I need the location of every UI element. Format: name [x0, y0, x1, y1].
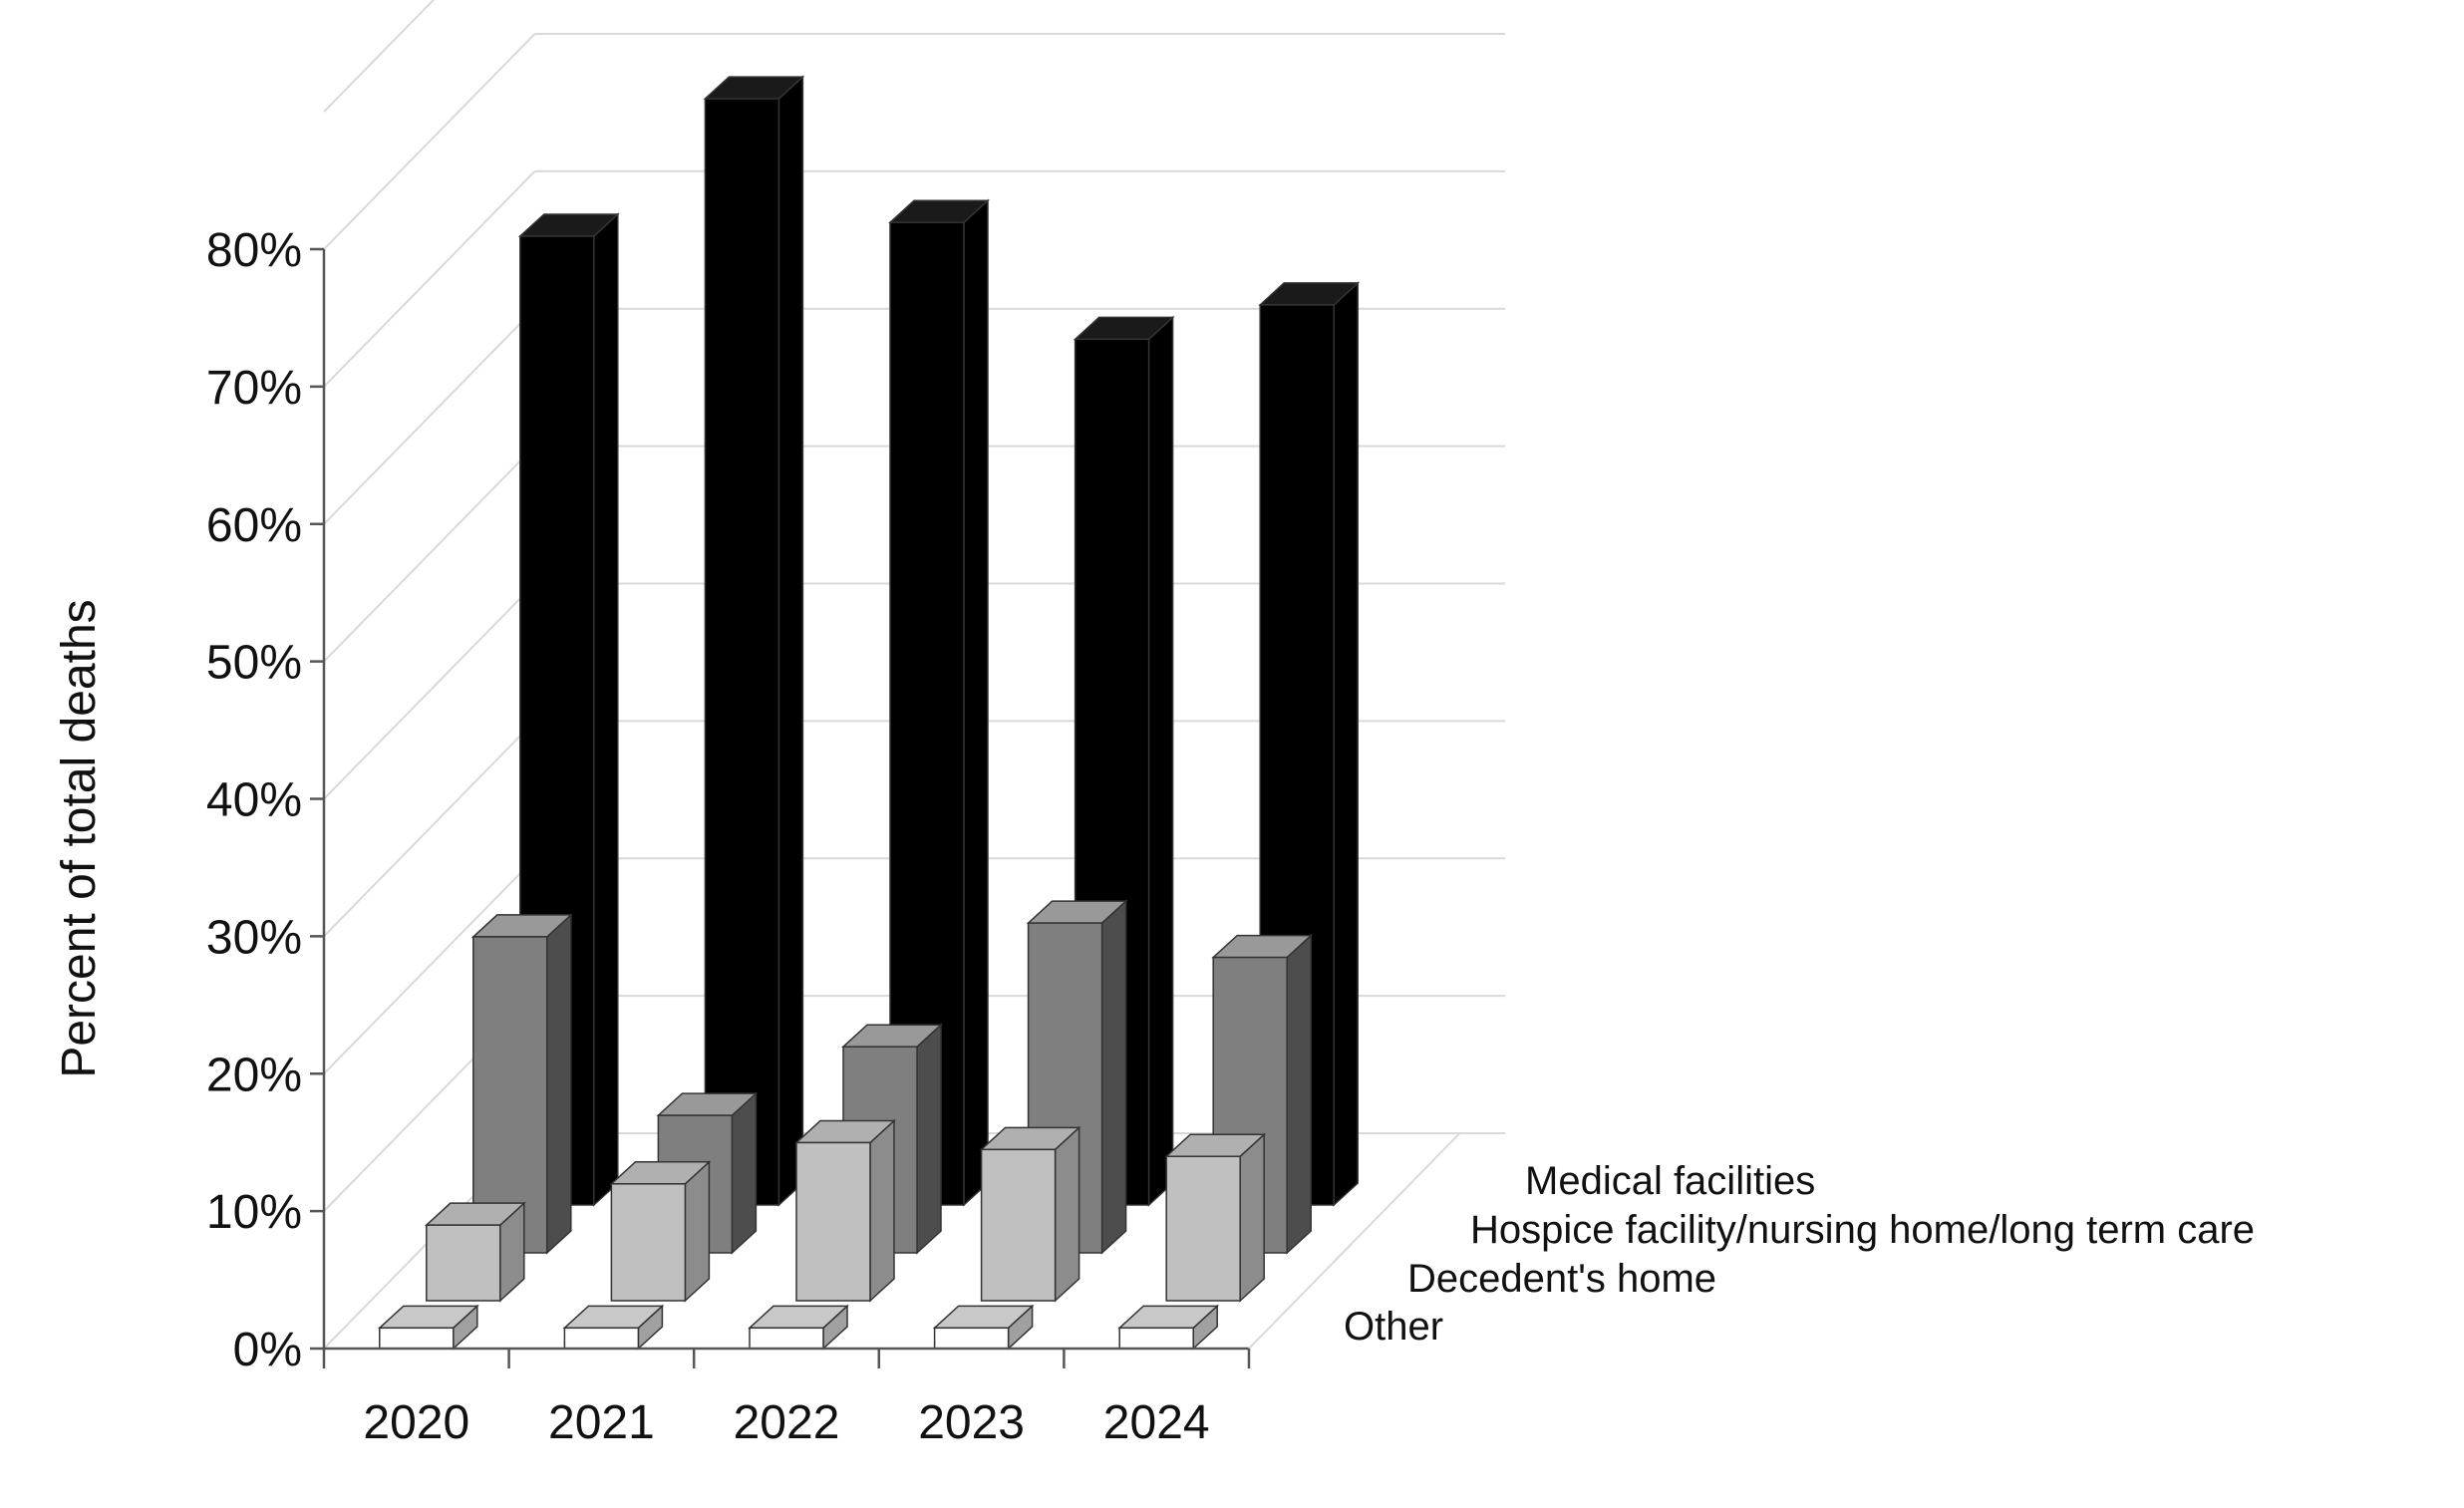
- bar-front-face: [610, 1183, 687, 1302]
- y-tick-label: 40%: [206, 774, 302, 827]
- bar-side-face: [1147, 315, 1174, 1207]
- bar-side-face: [593, 212, 619, 1207]
- side-wall-gridline: [323, 445, 536, 663]
- axes-group: [310, 247, 1461, 1368]
- bar-front-face: [426, 1224, 501, 1302]
- bar-front-face: [1118, 1327, 1194, 1350]
- bar-front-face: [563, 1327, 640, 1350]
- bar-other-2024: [1117, 1304, 1220, 1351]
- bars-group: [377, 75, 1361, 1351]
- bar-decedent-s-home-2020: [424, 1201, 526, 1303]
- bar-side-face: [869, 1118, 895, 1303]
- bar-decedent-s-home-2023: [979, 1125, 1081, 1303]
- labels-group: 0% 10% 20% 30% 40% 50% 60% 70% 80% 2020 2021 2022 20…: [53, 224, 2255, 1449]
- side-wall-gridline: [323, 308, 536, 525]
- bar-front-face: [1165, 1155, 1241, 1302]
- bar-side-face: [1239, 1132, 1265, 1303]
- bar-side-face: [1333, 281, 1359, 1207]
- y-tick-label: 20%: [206, 1049, 302, 1101]
- bar-hospice-facility-nursing-home-long-term-care-2020: [470, 913, 573, 1255]
- side-wall-gridline: [323, 857, 536, 1074]
- side-wall-top-edge: [323, 0, 436, 113]
- x-tick-label: 2022: [734, 1396, 840, 1449]
- bar-front-face: [379, 1327, 455, 1350]
- series-label: Other: [1344, 1305, 1443, 1349]
- bar-front-face: [933, 1327, 1010, 1350]
- bar-front-face: [472, 936, 548, 1254]
- bar-decedent-s-home-2021: [609, 1160, 712, 1303]
- bar-side-face: [1286, 933, 1312, 1255]
- bar-front-face: [980, 1148, 1057, 1302]
- bar-decedent-s-home-2022: [794, 1118, 896, 1303]
- bar-side-face: [916, 1023, 942, 1255]
- bar-medical-facilities-2021: [703, 75, 805, 1207]
- side-wall-gridline: [323, 33, 536, 250]
- bar-side-face: [731, 1091, 758, 1255]
- side-wall-gridline: [323, 170, 536, 388]
- side-wall-gridline: [323, 720, 536, 938]
- x-tick-label: 2021: [548, 1396, 655, 1449]
- bar-other-2023: [932, 1304, 1035, 1351]
- y-tick-label: 60%: [206, 499, 302, 552]
- bar-side-face: [546, 913, 572, 1255]
- series-label: Hospice facility/nursing home/long term …: [1470, 1208, 2255, 1252]
- bar-side-face: [777, 75, 804, 1207]
- bar-decedent-s-home-2024: [1164, 1132, 1267, 1303]
- x-tick-label: 2020: [363, 1396, 469, 1449]
- bar-front-face: [704, 98, 780, 1206]
- bar-other-2020: [377, 1304, 479, 1351]
- y-tick-label: 50%: [206, 637, 302, 690]
- y-tick-label: 30%: [206, 911, 302, 964]
- side-wall-gridline: [323, 582, 536, 800]
- y-axis-title: Percent of total deaths: [53, 599, 106, 1077]
- bar-side-face: [1054, 1125, 1080, 1303]
- y-tick-label: 10%: [206, 1186, 302, 1239]
- series-label: Medical facilities: [1525, 1159, 1815, 1203]
- bar-other-2022: [748, 1304, 849, 1351]
- y-tick-label: 0%: [233, 1324, 302, 1376]
- bar-side-face: [684, 1160, 711, 1303]
- bar-side-face: [963, 198, 989, 1207]
- x-tick-label: 2023: [918, 1396, 1025, 1449]
- bar-other-2021: [562, 1304, 665, 1351]
- y-tick-label: 70%: [206, 362, 302, 415]
- series-label: Decedent's home: [1407, 1257, 1716, 1301]
- x-tick-label: 2024: [1103, 1396, 1210, 1449]
- y-tick-label: 80%: [206, 224, 302, 277]
- floor-right-edge: [1248, 1132, 1461, 1350]
- bar-side-face: [1100, 899, 1127, 1255]
- bar-front-face: [795, 1141, 871, 1302]
- bar-front-face: [749, 1327, 824, 1350]
